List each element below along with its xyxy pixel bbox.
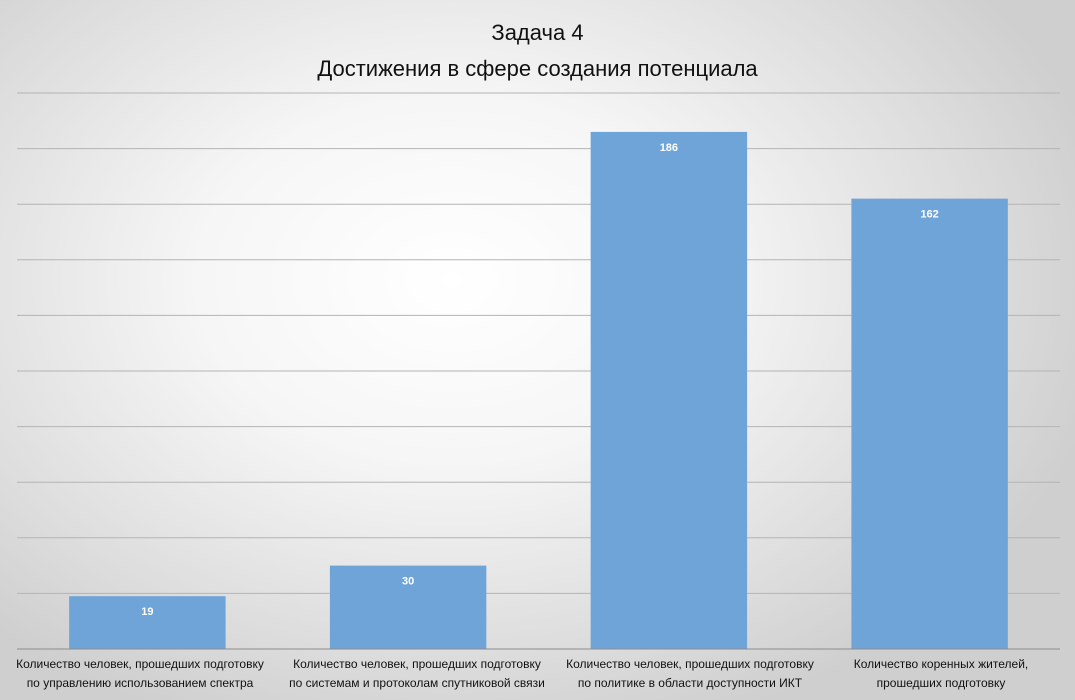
category-label-2: Количество человек, прошедших подготовку… (289, 657, 545, 690)
chart-title: Задача 4 (491, 20, 584, 45)
category-label-3: Количество человек, прошедших подготовку… (566, 657, 814, 690)
category-label-1: Количество человек, прошедших подготовку… (16, 657, 264, 690)
chart-subtitle: Достижения в сфере создания потенциала (317, 56, 758, 81)
bar-2 (329, 565, 487, 649)
data-label-3: 186 (660, 142, 678, 154)
bar-4 (851, 198, 1008, 649)
data-label-4: 162 (920, 209, 938, 221)
category-label-4: Количество коренных жителей, прошедших п… (853, 657, 1029, 690)
data-label-2: 30 (402, 576, 414, 588)
bar-1 (69, 596, 226, 649)
bar-3 (590, 131, 748, 650)
data-label-1: 19 (141, 606, 153, 618)
